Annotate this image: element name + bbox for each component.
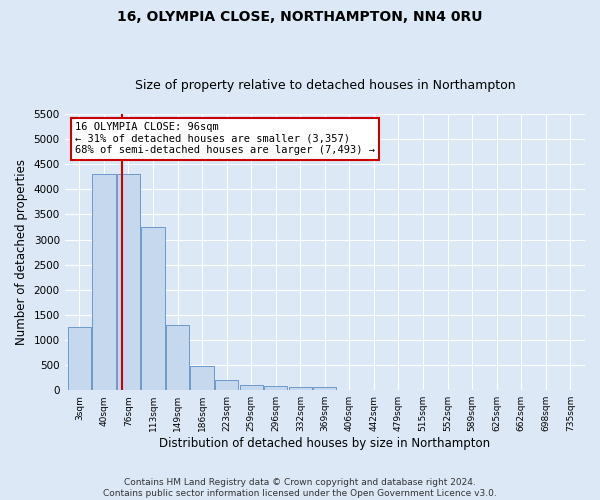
X-axis label: Distribution of detached houses by size in Northampton: Distribution of detached houses by size … xyxy=(159,437,490,450)
Bar xyxy=(313,387,337,390)
Bar xyxy=(190,366,214,390)
Text: 16 OLYMPIA CLOSE: 96sqm
← 31% of detached houses are smaller (3,357)
68% of semi: 16 OLYMPIA CLOSE: 96sqm ← 31% of detache… xyxy=(75,122,375,156)
Bar xyxy=(68,328,91,390)
Bar xyxy=(239,385,263,390)
Bar xyxy=(142,227,164,390)
Bar xyxy=(264,386,287,390)
Bar xyxy=(166,325,189,390)
Bar xyxy=(117,174,140,390)
Bar xyxy=(92,174,116,390)
Text: Contains HM Land Registry data © Crown copyright and database right 2024.
Contai: Contains HM Land Registry data © Crown c… xyxy=(103,478,497,498)
Text: 16, OLYMPIA CLOSE, NORTHAMPTON, NN4 0RU: 16, OLYMPIA CLOSE, NORTHAMPTON, NN4 0RU xyxy=(117,10,483,24)
Bar xyxy=(215,380,238,390)
Title: Size of property relative to detached houses in Northampton: Size of property relative to detached ho… xyxy=(134,79,515,92)
Bar xyxy=(289,386,312,390)
Y-axis label: Number of detached properties: Number of detached properties xyxy=(15,159,28,345)
